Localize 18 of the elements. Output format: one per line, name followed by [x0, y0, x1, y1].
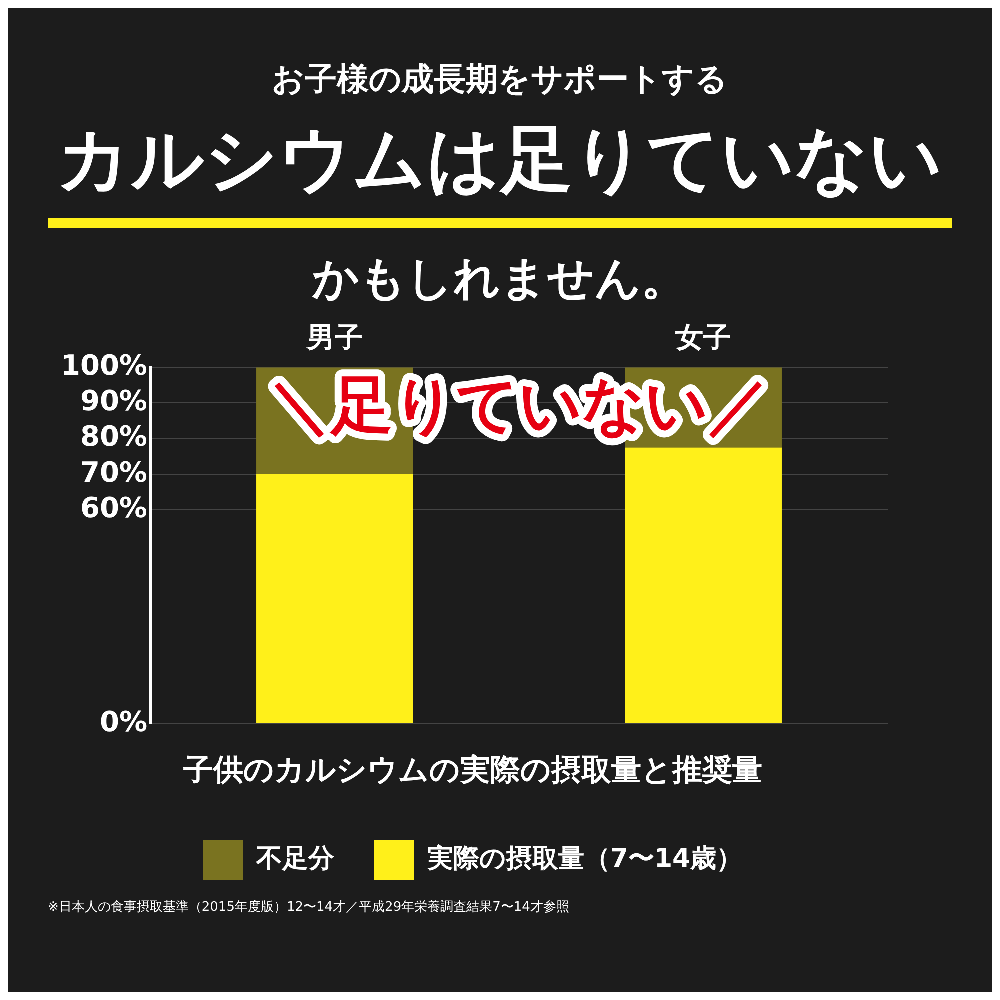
x-tick-label: 男子 — [306, 321, 363, 354]
y-tick-label: 80% — [80, 420, 148, 454]
bar — [625, 448, 782, 724]
chart-title: カルシウムは足りていない — [56, 116, 944, 203]
text: かもしれません。 — [312, 250, 688, 307]
x-axis-title: 子供のカルシウムの実際の摂取量と推奨量 — [182, 752, 762, 788]
y-tick-label: 100% — [60, 348, 148, 382]
y-tick-label: 70% — [80, 456, 148, 489]
text: ※日本人の食事摂取基準（2015年度版）12〜14才／平成29年栄養調査結果7〜14才参照 — [48, 899, 570, 916]
text: お子様の成長期をサポートする — [271, 59, 729, 100]
bar — [256, 474, 414, 724]
legend-label: 不足分 — [255, 844, 336, 874]
annotation: ＼足りていない／ — [268, 368, 770, 442]
legend-label: 実際の摂取量（7〜14歳） — [426, 844, 743, 874]
y-tick-label: 60% — [80, 491, 148, 524]
y-tick-label: 90% — [80, 384, 148, 418]
y-tick-label: 0% — [100, 705, 148, 738]
x-tick-label: 女子 — [674, 321, 732, 354]
